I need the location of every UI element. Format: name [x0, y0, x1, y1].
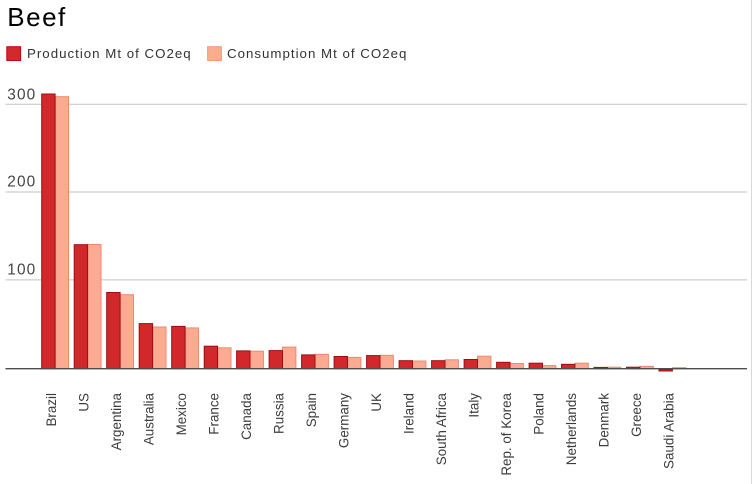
svg-text:UK: UK — [369, 393, 384, 412]
svg-text:Poland: Poland — [532, 393, 547, 435]
svg-text:Netherlands: Netherlands — [564, 393, 579, 466]
svg-text:Italy: Italy — [467, 393, 482, 418]
svg-text:200: 200 — [7, 173, 36, 190]
svg-text:Saudi Arabia: Saudi Arabia — [662, 392, 677, 468]
svg-text:US: US — [77, 393, 92, 412]
svg-text:Greece: Greece — [629, 393, 644, 437]
svg-text:Ireland: Ireland — [402, 393, 417, 434]
svg-text:Production Mt of CO2eq: Production Mt of CO2eq — [27, 46, 192, 61]
svg-text:Brazil: Brazil — [44, 393, 59, 427]
svg-text:Denmark: Denmark — [597, 393, 612, 448]
svg-text:Russia: Russia — [272, 392, 287, 433]
svg-text:Germany: Germany — [337, 393, 352, 448]
svg-text:France: France — [207, 393, 222, 435]
svg-text:South Africa: South Africa — [434, 392, 449, 465]
svg-text:Argentina: Argentina — [109, 392, 124, 450]
svg-text:Australia: Australia — [142, 392, 157, 445]
svg-text:Canada: Canada — [239, 392, 254, 439]
svg-text:Spain: Spain — [304, 393, 319, 427]
svg-text:Mexico: Mexico — [174, 393, 189, 435]
svg-text:100: 100 — [7, 261, 36, 278]
svg-text:Rep. of Korea: Rep. of Korea — [499, 392, 514, 475]
svg-text:Consumption Mt of CO2eq: Consumption Mt of CO2eq — [227, 46, 407, 61]
svg-text:Beef: Beef — [7, 2, 67, 32]
svg-text:300: 300 — [7, 86, 36, 103]
